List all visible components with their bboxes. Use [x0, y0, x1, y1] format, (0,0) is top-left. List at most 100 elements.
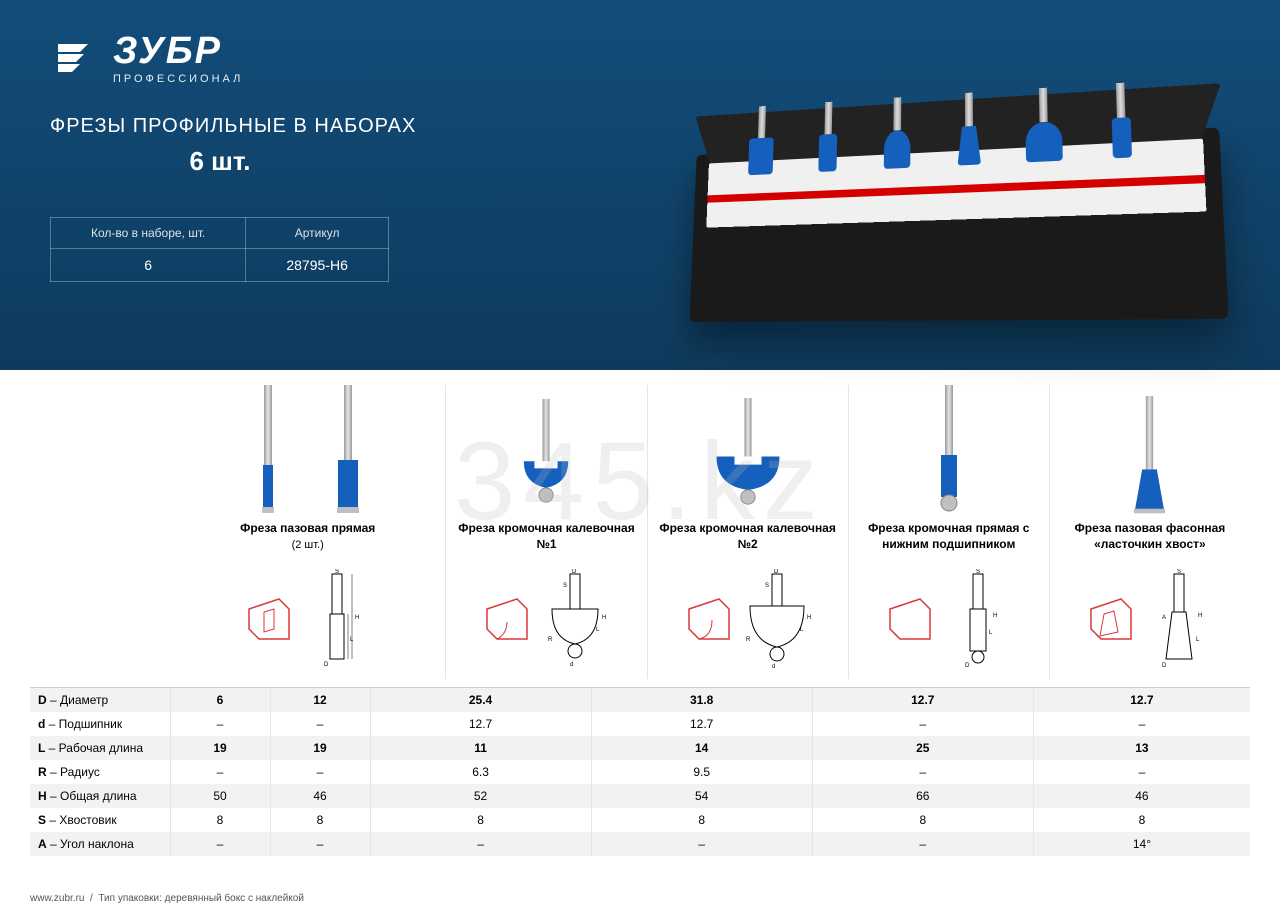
spec-cell: 12: [270, 688, 370, 712]
bit-col-1: Фреза кромочная калевочная №1 DS HL Rd: [445, 385, 646, 679]
spec-row-S: S – Хвостовик888888: [30, 808, 1250, 832]
spec-cell: 8: [170, 808, 270, 832]
spec-label: H – Общая длина: [30, 784, 170, 808]
spec-cell: –: [170, 832, 270, 856]
svg-text:D: D: [324, 662, 329, 668]
spec-label: d – Подшипник: [30, 712, 170, 736]
spec-cell: 6: [170, 688, 270, 712]
footer-url: www.zubr.ru: [30, 893, 84, 904]
brand-logo-icon: [50, 34, 98, 82]
bit-col-3: Фреза кромочная прямая с нижним подшипни…: [848, 385, 1049, 679]
footer-packaging: Тип упаковки: деревянный бокс с наклейко…: [98, 893, 304, 904]
svg-text:D: D: [572, 569, 577, 575]
spec-table: D – Диаметр61225.431.812.712.7d – Подшип…: [30, 688, 1250, 856]
spec-cell: –: [1033, 760, 1250, 784]
spec-cell: –: [591, 832, 812, 856]
bit-icon-dovetail: [1122, 396, 1177, 515]
bit-name-0: Фреза пазовая прямая: [240, 521, 375, 535]
spec-row-D: D – Диаметр61225.431.812.712.7: [30, 688, 1250, 712]
meta-qty-value: 6: [51, 249, 246, 282]
spec-cell: 13: [1033, 736, 1250, 760]
bit-icon-straight-large: [323, 385, 373, 515]
svg-text:S: S: [765, 583, 769, 589]
profile-diagram-4: [1086, 594, 1136, 644]
tech-diagram-1: DS HL Rd: [540, 569, 610, 669]
spec-cell: –: [170, 760, 270, 784]
bits-header-row: Фреза пазовая прямая (2 шт.) S H L D: [30, 385, 1250, 688]
svg-text:H: H: [993, 613, 997, 619]
bit-sub-0: (2 шт.): [292, 539, 324, 551]
spec-cell: 12.7: [370, 712, 591, 736]
spec-cell: 6.3: [370, 760, 591, 784]
meta-table: Кол-во в наборе, шт.Артикул 628795-H6: [50, 217, 389, 282]
svg-text:L: L: [800, 627, 804, 633]
svg-text:D: D: [1162, 663, 1167, 669]
spec-row-H: H – Общая длина504652546646: [30, 784, 1250, 808]
svg-text:S: S: [563, 583, 567, 589]
spec-cell: –: [270, 712, 370, 736]
spec-cell: 31.8: [591, 688, 812, 712]
spec-cell: –: [370, 832, 591, 856]
svg-text:A: A: [1162, 615, 1166, 621]
svg-text:R: R: [548, 637, 553, 643]
footer: www.zubr.ru / Тип упаковки: деревянный б…: [30, 893, 304, 904]
spec-cell: –: [170, 712, 270, 736]
spec-cell: 9.5: [591, 760, 812, 784]
spec-cell: 8: [591, 808, 812, 832]
spec-cell: 12.7: [591, 712, 812, 736]
spec-cell: –: [1033, 712, 1250, 736]
bit-col-4: Фреза пазовая фасонная «ласточкин хвост»…: [1049, 385, 1250, 679]
svg-text:H: H: [1198, 613, 1202, 619]
svg-text:L: L: [596, 627, 600, 633]
spec-label: L – Рабочая длина: [30, 736, 170, 760]
brand-tagline: ПРОФЕССИОНАЛ: [113, 73, 243, 85]
spec-cell: 8: [1033, 808, 1250, 832]
spec-row-L: L – Рабочая длина191911142513: [30, 736, 1250, 760]
tech-diagram-3: S HL D: [943, 569, 1013, 669]
bit-col-0: Фреза пазовая прямая (2 шт.) S H L D: [170, 385, 445, 679]
svg-text:H: H: [355, 615, 359, 621]
spec-cell: –: [812, 832, 1033, 856]
spec-cell: 14: [591, 736, 812, 760]
spec-cell: 54: [591, 784, 812, 808]
bit-icon-straight-small: [243, 385, 293, 515]
spec-cell: 12.7: [1033, 688, 1250, 712]
spec-cell: 50: [170, 784, 270, 808]
svg-text:D: D: [774, 569, 779, 575]
spec-label: R – Радиус: [30, 760, 170, 784]
svg-text:R: R: [746, 637, 751, 643]
svg-text:d: d: [772, 664, 775, 669]
spec-cell: 8: [370, 808, 591, 832]
bit-icon-flush-trim: [924, 385, 974, 515]
brand-name: ЗУБР: [113, 30, 243, 73]
spec-cell: 46: [270, 784, 370, 808]
bit-col-2: Фреза кромочная калевочная №2 D S HL Rd: [647, 385, 848, 679]
spec-cell: 11: [370, 736, 591, 760]
spec-row-R: R – Радиус––6.39.5––: [30, 760, 1250, 784]
spec-cell: –: [812, 712, 1033, 736]
profile-diagram-1: [482, 594, 532, 644]
bit-name-2: Фреза кромочная калевочная №2: [654, 521, 842, 553]
tech-diagram-2: D S HL Rd: [742, 569, 812, 669]
tech-diagram-0: S H L D: [302, 569, 372, 669]
meta-sku-value: 28795-H6: [246, 249, 389, 282]
content-area: Фреза пазовая прямая (2 шт.) S H L D: [0, 370, 1280, 856]
spec-cell: 25.4: [370, 688, 591, 712]
spec-cell: 66: [812, 784, 1033, 808]
product-count: 6 шт.: [50, 146, 390, 177]
svg-text:S: S: [335, 569, 339, 575]
spec-row-A: A – Угол наклона–––––14°: [30, 832, 1250, 856]
svg-text:H: H: [807, 615, 811, 621]
spec-cell: 19: [170, 736, 270, 760]
bit-name-3: Фреза кромочная прямая с нижним подшипни…: [855, 521, 1043, 553]
spec-label: A – Угол наклона: [30, 832, 170, 856]
spec-cell: 52: [370, 784, 591, 808]
spec-cell: –: [270, 832, 370, 856]
profile-diagram-2: [684, 594, 734, 644]
tech-diagram-4: S A HL D: [1144, 569, 1214, 669]
svg-text:S: S: [1177, 569, 1181, 575]
header-banner: ЗУБР ПРОФЕССИОНАЛ ФРЕЗЫ ПРОФИЛЬНЫЕ В НАБ…: [0, 0, 1280, 370]
meta-sku-label: Артикул: [246, 218, 389, 249]
svg-text:d: d: [570, 662, 573, 668]
spec-cell: 14°: [1033, 832, 1250, 856]
